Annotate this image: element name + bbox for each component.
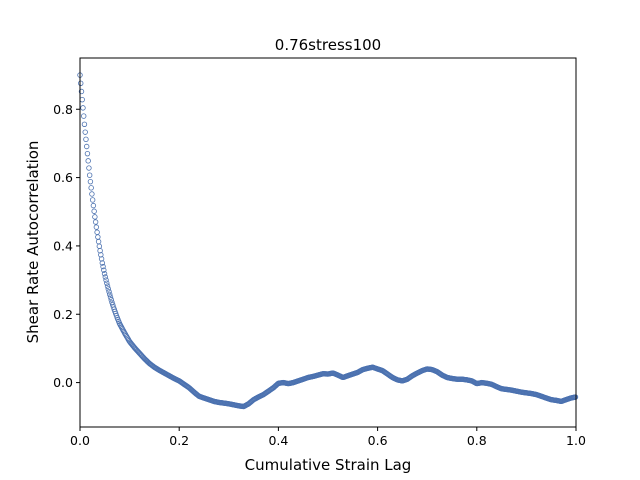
y-tick-label: 0.6 <box>53 170 73 185</box>
data-points <box>77 72 579 410</box>
data-point <box>106 288 112 295</box>
data-point <box>89 197 96 203</box>
data-point <box>98 252 104 258</box>
data-point <box>98 256 105 262</box>
data-point <box>107 294 114 300</box>
data-point <box>89 191 95 197</box>
data-point <box>99 260 106 266</box>
plot-frame <box>79 57 577 428</box>
data-point <box>90 202 97 209</box>
data-point <box>78 80 84 86</box>
x-tick-label: 0.4 <box>268 433 288 448</box>
y-axis-label: Shear Rate Autocorrelation <box>24 141 42 344</box>
data-point <box>97 247 103 254</box>
data-point <box>105 286 111 292</box>
data-point <box>104 283 111 289</box>
x-axis-ticks: 0.0 0.2 0.4 0.6 0.8 1.0 <box>70 427 586 448</box>
data-point <box>93 224 100 230</box>
x-axis-label: Cumulative Strain Lag <box>245 456 412 474</box>
data-point <box>88 185 94 191</box>
data-point <box>109 299 115 306</box>
data-point <box>87 178 94 185</box>
data-point <box>84 150 91 157</box>
y-tick-label: 0.8 <box>53 102 73 117</box>
data-point <box>80 105 86 111</box>
data-point <box>100 263 106 270</box>
data-point <box>91 208 97 214</box>
data-point <box>85 158 91 164</box>
x-tick-label: 0.8 <box>467 433 487 448</box>
data-point <box>104 280 110 286</box>
x-tick-label: 0.6 <box>368 433 388 448</box>
data-point <box>83 136 89 143</box>
data-point <box>81 113 87 119</box>
x-tick-label: 0.0 <box>70 433 90 448</box>
x-tick-label: 0.2 <box>169 433 189 448</box>
data-point <box>81 121 88 127</box>
data-point <box>86 165 92 171</box>
data-point <box>82 129 88 135</box>
data-point <box>86 172 93 178</box>
data-point <box>92 219 99 225</box>
data-point <box>101 271 108 277</box>
data-point <box>107 291 113 298</box>
data-point <box>83 143 90 150</box>
y-tick-label: 0.4 <box>53 238 73 253</box>
y-axis-ticks: 0.0 0.2 0.4 0.6 0.8 <box>53 102 80 390</box>
x-tick-label: 1.0 <box>566 433 586 448</box>
data-point <box>78 88 85 95</box>
y-tick-label: 0.0 <box>53 375 73 390</box>
y-tick-label: 0.2 <box>53 307 73 322</box>
data-point <box>101 267 107 273</box>
data-point <box>102 274 108 280</box>
data-point <box>108 297 114 303</box>
data-point <box>103 277 109 283</box>
chart-title: 0.76stress100 <box>275 36 381 54</box>
data-point <box>92 214 98 220</box>
